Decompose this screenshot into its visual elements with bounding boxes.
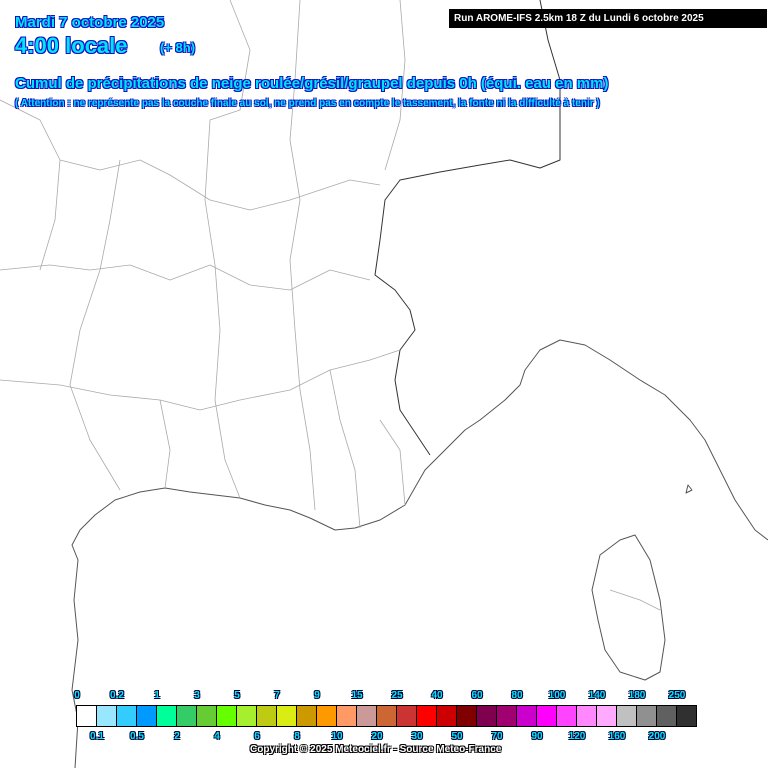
legend-label-bottom: 160	[608, 731, 626, 742]
legend-swatch	[497, 706, 517, 726]
legend-label-bottom: 0.1	[90, 731, 104, 742]
run-info: Run AROME-IFS 2.5km 18 Z du Lundi 6 octo…	[449, 9, 767, 28]
color-legend	[76, 705, 697, 727]
legend-label-top: 80	[511, 690, 523, 701]
legend-swatch	[637, 706, 657, 726]
legend-label-top: 180	[628, 690, 646, 701]
region-boundaries	[0, 0, 661, 611]
legend-swatch	[237, 706, 257, 726]
legend-swatch	[477, 706, 497, 726]
legend-swatch	[137, 706, 157, 726]
legend-swatch	[457, 706, 477, 726]
map-warning: ( Attention : ne représente pas la couch…	[15, 98, 600, 109]
legend-swatch	[157, 706, 177, 726]
legend-label-bottom: 0.5	[130, 731, 144, 742]
legend-swatch	[577, 706, 597, 726]
legend-label-top: 250	[668, 690, 686, 701]
legend-label-top: 40	[431, 690, 443, 701]
legend-label-bottom: 4	[214, 731, 220, 742]
legend-label-top: 140	[588, 690, 606, 701]
legend-swatch	[657, 706, 677, 726]
legend-label-top: 1	[154, 690, 160, 701]
legend-swatch	[617, 706, 637, 726]
legend-label-bottom: 200	[648, 731, 666, 742]
legend-label-bottom: 90	[531, 731, 543, 742]
forecast-date: Mardi 7 octobre 2025	[15, 14, 165, 31]
legend-swatch	[117, 706, 137, 726]
legend-swatch	[297, 706, 317, 726]
legend-label-top: 60	[471, 690, 483, 701]
legend-swatch	[377, 706, 397, 726]
legend-label-top: 15	[351, 690, 363, 701]
legend-label-top: 0	[74, 690, 80, 701]
legend-swatch	[397, 706, 417, 726]
coastline	[71, 339, 768, 768]
legend-swatch	[177, 706, 197, 726]
legend-label-top: 25	[391, 690, 403, 701]
forecast-hour: 4:00 locale	[15, 33, 128, 58]
legend-label-bottom: 50	[451, 731, 463, 742]
legend-label-bottom: 6	[254, 731, 260, 742]
legend-swatch	[77, 706, 97, 726]
legend-label-top: 3	[194, 690, 200, 701]
legend-label-bottom: 2	[174, 731, 180, 742]
forecast-offset: (+ 8h)	[160, 40, 196, 55]
legend-label-bottom: 70	[491, 731, 503, 742]
legend-swatch	[257, 706, 277, 726]
legend-label-top: 5	[234, 690, 240, 701]
legend-label-top: 0.2	[110, 690, 124, 701]
legend-label-bottom: 30	[411, 731, 423, 742]
legend-swatch	[337, 706, 357, 726]
legend-label-bottom: 8	[294, 731, 300, 742]
legend-swatch	[537, 706, 557, 726]
legend-label-bottom: 120	[568, 731, 586, 742]
legend-swatch	[97, 706, 117, 726]
map-title: Cumul de précipitations de neige roulée/…	[15, 75, 609, 92]
legend-swatch	[557, 706, 577, 726]
legend-label-bottom: 10	[331, 731, 343, 742]
copyright: Copyright © 2025 Meteociel.fr - Source M…	[250, 744, 502, 755]
legend-swatch	[217, 706, 237, 726]
legend-label-top: 100	[548, 690, 566, 701]
legend-swatch	[357, 706, 377, 726]
legend-swatch	[197, 706, 217, 726]
legend-swatch	[417, 706, 437, 726]
legend-label-bottom: 20	[371, 731, 383, 742]
border-lines	[374, 0, 561, 456]
legend-swatch	[677, 706, 696, 726]
legend-swatch	[597, 706, 617, 726]
legend-swatch	[317, 706, 337, 726]
legend-swatch	[517, 706, 537, 726]
legend-swatch	[277, 706, 297, 726]
legend-label-top: 9	[314, 690, 320, 701]
legend-label-top: 7	[274, 690, 280, 701]
legend-swatch	[437, 706, 457, 726]
